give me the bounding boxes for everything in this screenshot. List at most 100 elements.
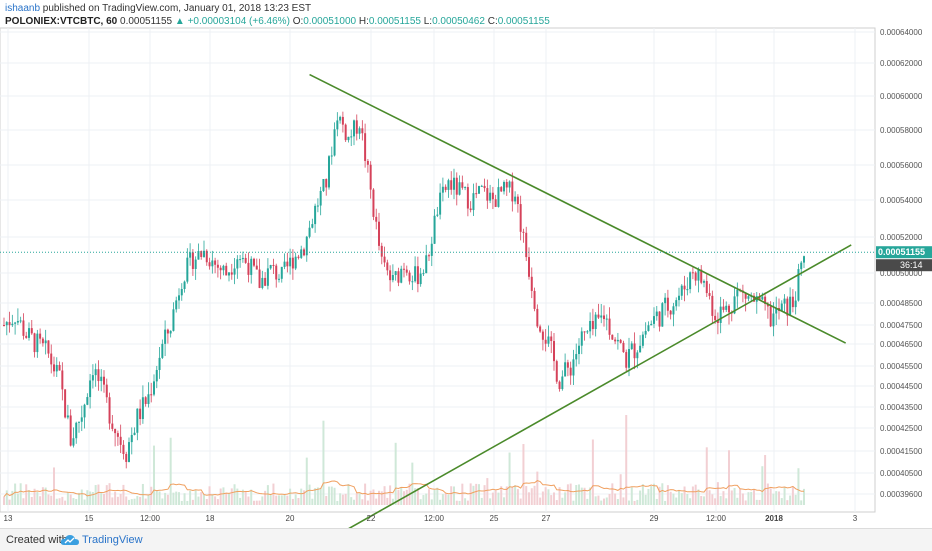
volume-bar [319,487,322,505]
volume-bar [572,500,575,505]
candle-body [733,296,736,314]
candle-body [336,120,339,130]
candle-body [764,296,767,305]
volume-bar [511,487,514,505]
candle-body [264,277,267,286]
candle-body [605,318,608,320]
volume-bar [205,498,208,505]
candle-body [561,376,564,390]
x-tick-label: 29 [650,514,659,523]
x-tick-label: 2018 [765,514,783,523]
y-tick-label: 0.00060000 [880,92,923,101]
volume-bar [669,491,672,505]
ascending-trendline[interactable] [346,244,852,528]
candle-body [125,453,128,462]
candle-body [580,331,583,346]
candle-body [33,333,36,353]
candle-body [111,423,114,429]
volume-bar [519,498,522,505]
volume-bar [783,486,786,505]
candle-body [11,323,14,326]
change-value: +0.00003104 (+6.46%) [187,16,290,27]
volume-bar [230,488,233,505]
volume-bars [3,415,805,505]
volume-bar [197,496,200,505]
volume-bar [355,493,358,505]
y-tick-label: 0.00040500 [880,469,923,478]
x-axis[interactable]: 13 15 12:00 18 20 22 12:00 25 27 29 12:00 2018 3 [4,514,858,523]
candle-body [122,444,125,454]
volume-bar [16,493,19,505]
published-text: published on TradingView.com, January 01… [40,3,312,14]
candle-body [136,408,139,433]
symbol-label: POLONIEX:VTCBTC, 60 [5,16,118,27]
volume-bar [278,495,280,505]
low-value: 0.00050462 [432,16,485,27]
candle-body [64,389,67,418]
x-tick-label: 25 [490,514,499,523]
volume-bar [161,498,164,505]
trendlines[interactable] [309,73,852,528]
candle-body [316,205,319,207]
volume-bar [641,484,644,505]
volume-bar [89,491,92,505]
candle-body [322,179,325,191]
price-chart[interactable]: 0.00064000 0.00062000 0.00060000 0.00058000… [0,0,932,528]
volume-bar [347,483,350,505]
volume-bar [133,498,136,505]
x-tick-label: 22 [367,514,376,523]
close-value: 0.00051155 [497,16,550,27]
candle-body [239,259,242,261]
candle-body [675,300,678,307]
candle-body [494,199,497,207]
candle-body [455,177,458,195]
volume-bar [675,497,678,505]
chart-header: ishaanb published on TradingView.com, Ja… [5,2,550,28]
volume-bar [250,489,253,505]
candle-body [330,155,333,157]
volume-bar [464,498,467,505]
candle-body [564,362,567,377]
volume-bar [453,486,455,505]
y-tick-label: 0.00054000 [880,196,923,205]
volume-bar [239,497,242,505]
volume-bar [66,492,69,505]
candle-body [555,361,558,382]
volume-bar [125,496,128,505]
candle-body [553,341,555,362]
volume-bar [766,483,769,505]
volume-bar [39,496,42,505]
author-name[interactable]: ishaanb [5,3,41,14]
volume-bar [491,492,494,505]
volume-bar [333,487,336,505]
x-tick-label: 12:00 [140,514,161,523]
candle-body [222,265,225,271]
volume-bar [497,492,500,505]
volume-bar [139,496,142,505]
volume-bar [36,492,39,505]
volume-bar [680,493,683,505]
candle-body [286,261,289,267]
candle-body [714,315,717,321]
candle-body [358,128,361,134]
volume-bar [5,490,8,505]
y-tick-label: 0.00064000 [880,28,923,37]
volume-bar [561,497,564,505]
tradingview-cloud-icon[interactable] [60,533,80,547]
candles[interactable] [3,111,805,469]
tradingview-link[interactable]: TradingView [82,534,143,546]
candle-body [289,257,292,267]
volume-bar [225,492,228,505]
volume-bar [528,492,530,505]
candle-body [711,295,714,316]
volume-bar [628,500,630,505]
candle-body [169,330,172,334]
volume-bar [719,496,722,505]
y-axis[interactable]: 0.00064000 0.00062000 0.00060000 0.00058000… [880,28,923,499]
x-tick-label: 12:00 [424,514,445,523]
volume-bar [666,485,669,505]
candle-body [19,320,22,322]
candle-body [544,339,547,344]
candle-body [408,272,411,282]
volume-bar [255,500,258,505]
